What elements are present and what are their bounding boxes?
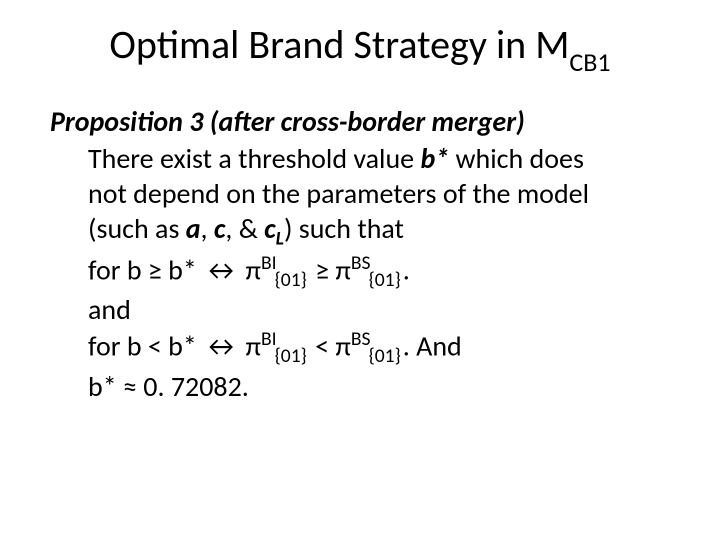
line-1: There exist a threshold value b* which d… xyxy=(88,141,680,176)
text-frag: for b < b* ↔ π xyxy=(88,329,261,364)
text-frag: . And xyxy=(403,329,462,364)
text-frag: < π xyxy=(309,329,351,364)
slide-title: Optimal Brand Strategy in MCB1 xyxy=(40,20,680,74)
text-frag: c xyxy=(264,211,276,246)
text-frag: , xyxy=(201,211,214,246)
line-4: for b ≥ b* ↔ πBI{01} ≥ πBS{01}. xyxy=(88,251,680,292)
param-a: a xyxy=(186,211,201,246)
line-3: (such as a, c, & cL) such that xyxy=(88,211,680,251)
text-frag: L xyxy=(276,227,284,251)
b-star: b* xyxy=(420,141,449,176)
param-cL: cL xyxy=(264,211,284,246)
line-5: and xyxy=(88,292,680,327)
line-2: not depend on the parameters of the mode… xyxy=(88,176,680,211)
pi-sub-01: {01} xyxy=(369,268,401,292)
slide: { "title": { "main": "Optimal Brand Stra… xyxy=(0,0,720,540)
pi-sub-01: {01} xyxy=(275,344,307,368)
text-frag: ) such that xyxy=(284,211,404,246)
proposition-heading: Proposition 3 (after cross-border merger… xyxy=(50,104,680,139)
title-main: Optimal Brand Strategy in M xyxy=(109,20,569,69)
text-frag: (such as xyxy=(88,211,186,246)
line-6: for b < b* ↔ πBI{01} < πBS{01}. And xyxy=(88,327,680,368)
title-subscript: CB1 xyxy=(569,46,610,78)
text-frag: , & xyxy=(225,211,264,246)
pi-sup-bs: BS xyxy=(351,327,371,351)
text-frag: which does xyxy=(449,141,584,176)
pi-sub-01: {01} xyxy=(275,268,307,292)
text-frag: ≥ π xyxy=(309,252,351,287)
slide-body: Proposition 3 (after cross-border merger… xyxy=(40,104,680,404)
param-c: c xyxy=(214,211,226,246)
line-7: b* ≈ 0. 72082. xyxy=(88,369,680,404)
text-frag: for b ≥ b* ↔ π xyxy=(88,252,261,287)
body-text: There exist a threshold value b* which d… xyxy=(50,141,680,404)
pi-sub-01: {01} xyxy=(369,344,401,368)
pi-sup-bs: BS xyxy=(351,251,371,275)
text-frag: There exist a threshold value xyxy=(88,141,420,176)
text-frag: . xyxy=(403,252,410,287)
